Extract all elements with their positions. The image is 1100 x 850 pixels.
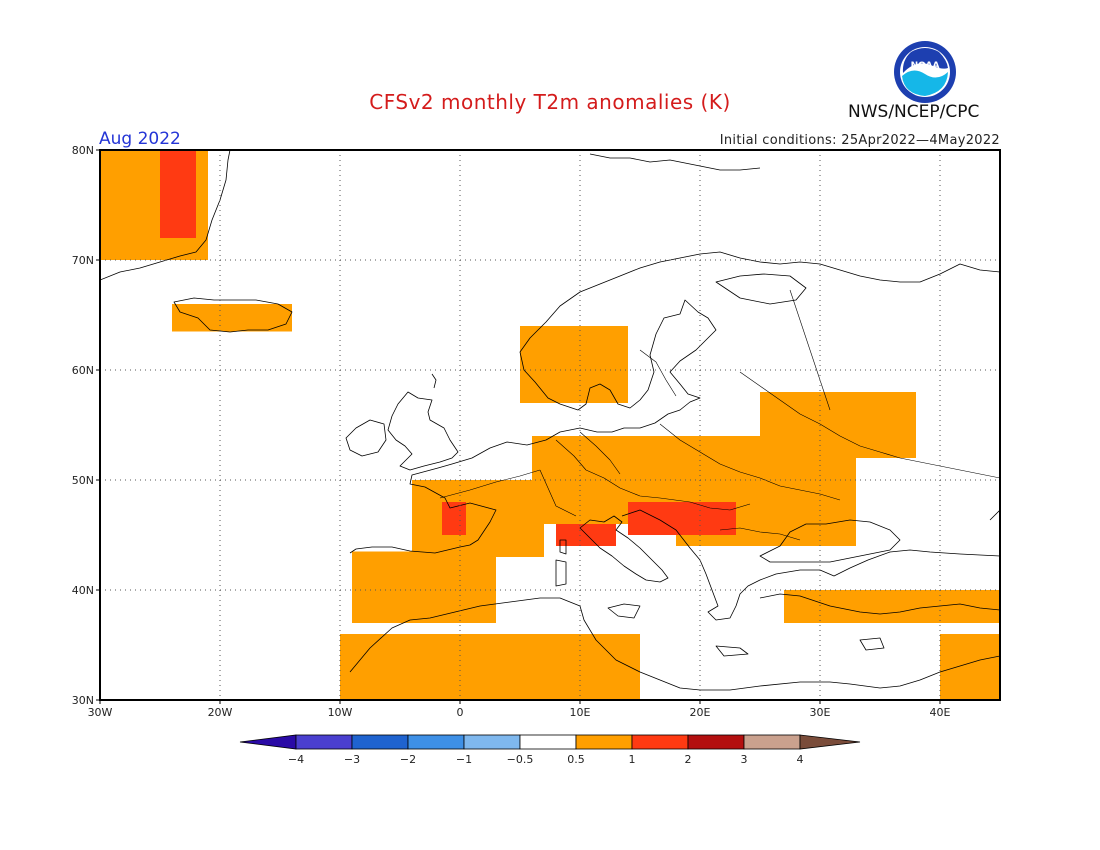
colorbar: −4 −3 −2 −1 −0.5 0.5 1 2 3 4 <box>239 734 861 766</box>
initial-conditions: Initial conditions: 25Apr2022—4May2022 <box>719 133 1000 148</box>
anomaly-region <box>442 502 466 535</box>
coastline-black-sea <box>759 519 901 563</box>
colorbar-tick: 3 <box>741 753 748 766</box>
colorbar-tick: −2 <box>400 753 416 766</box>
colorbar-tick: 0.5 <box>567 753 585 766</box>
colorbar-high-arrow <box>799 734 861 750</box>
colorbar-segment <box>463 734 521 750</box>
colorbar-segment <box>743 734 801 750</box>
colorbar-low-arrow <box>239 734 297 750</box>
lat-label-80n: 80N <box>72 144 94 157</box>
organization-label: NWS/NCEP/CPC <box>848 102 980 122</box>
colorbar-segment <box>407 734 465 750</box>
lat-label-70n: 70N <box>72 254 94 267</box>
coastline-greenland <box>100 150 231 281</box>
anomaly-region <box>760 392 916 458</box>
map-title: CFSv2 monthly T2m anomalies (K) <box>369 90 731 114</box>
colorbar-segment <box>687 734 745 750</box>
colorbar-tick: 4 <box>797 753 804 766</box>
coastline-italy <box>579 515 669 583</box>
coastline-ireland <box>345 419 387 457</box>
coastline-north-africa <box>349 597 1000 691</box>
colorbar-segment <box>351 734 409 750</box>
coastline-sicily <box>607 603 641 619</box>
colorbar-tick: −1 <box>456 753 472 766</box>
coastline-svalbard <box>589 153 761 171</box>
logo-text: NOAA <box>911 61 940 71</box>
anomaly-region <box>520 326 628 403</box>
anomaly-region <box>940 634 1000 700</box>
colorbar-tick: −3 <box>344 753 360 766</box>
lat-label-50n: 50N <box>72 474 94 487</box>
coastline-crete <box>715 645 749 657</box>
lon-label-10w: 10W <box>328 706 353 719</box>
colorbar-segment <box>295 734 353 750</box>
coastline-balkans <box>621 509 1000 621</box>
country-borders <box>439 289 1000 541</box>
forecast-month: Aug 2022 <box>99 129 181 149</box>
axis-ticks <box>96 149 941 704</box>
coastline-cyprus <box>859 637 885 651</box>
lon-label-0: 0 <box>457 706 464 719</box>
lon-label-20e: 20E <box>690 706 711 719</box>
anomaly-region <box>340 634 640 700</box>
colorbar-tick: −4 <box>288 753 304 766</box>
anomaly-region <box>628 502 736 535</box>
map-body <box>100 150 1000 700</box>
lon-label-10e: 10E <box>570 706 591 719</box>
noaa-logo: NOAA <box>894 41 956 103</box>
lon-label-40e: 40E <box>930 706 951 719</box>
lon-label-20w: 20W <box>208 706 233 719</box>
coastline-great-britain <box>387 391 459 471</box>
coastline-iceland <box>173 297 293 333</box>
colorbar-segment <box>519 734 577 750</box>
colorbar-tick: −0.5 <box>507 753 534 766</box>
gridlines <box>100 150 1000 700</box>
coastline-shetland <box>431 373 437 389</box>
colorbar-tick: 2 <box>685 753 692 766</box>
lat-label-60n: 60N <box>72 364 94 377</box>
anomaly-region <box>412 480 544 557</box>
anomaly-region <box>556 524 616 546</box>
anomaly-region <box>784 590 1000 623</box>
lon-label-30e: 30E <box>810 706 831 719</box>
coastline-corsica <box>559 539 567 555</box>
coastline-sardinia <box>555 559 567 587</box>
anomaly-cells <box>100 150 1000 700</box>
colorbar-segment <box>575 734 633 750</box>
coastline-europe <box>349 251 1000 554</box>
colorbar-tick: 1 <box>629 753 636 766</box>
lat-label-30n: 30N <box>72 694 94 707</box>
anomaly-region <box>352 551 496 623</box>
lon-label-30w: 30W <box>88 706 113 719</box>
anomaly-region <box>160 150 196 238</box>
anomaly-region <box>172 304 292 332</box>
colorbar-segment <box>631 734 689 750</box>
coastline-turkey-south <box>759 593 1000 615</box>
coastlines <box>100 150 1000 691</box>
map-frame <box>99 149 1001 701</box>
coastline-caspian <box>989 509 1000 521</box>
lat-label-40n: 40N <box>72 584 94 597</box>
coastline-kola <box>715 273 807 305</box>
